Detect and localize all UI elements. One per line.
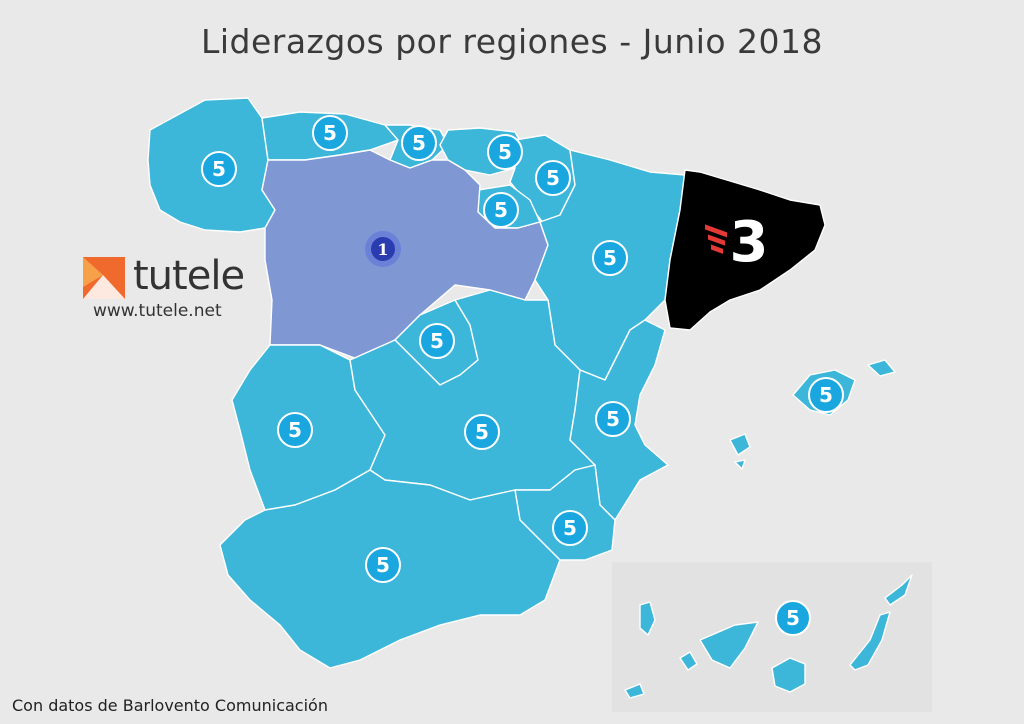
region-baleares-menorca[interactable] [867,359,896,377]
telecinco-badge-galicia [201,151,237,187]
region-canarias-fuerteventura[interactable] [849,611,891,671]
telecinco-badge-label-andalucia: 5 [376,553,390,577]
region-baleares-formentera[interactable] [734,459,746,470]
la1-badge [371,237,395,261]
telecinco-badge-label-cantabria: 5 [412,131,426,155]
telecinco-badge-label-navarra: 5 [546,166,560,190]
telecinco-badge-pais-vasco [487,134,523,170]
telecinco-badge-baleares [808,377,844,413]
telecinco-badge-asturias [312,115,348,151]
region-canarias-la-palma[interactable] [639,601,656,636]
region-canarias-tenerife[interactable] [699,621,759,669]
region-canarias-gran-canaria[interactable] [771,657,806,693]
telecinco-badge-andalucia [365,547,401,583]
telecinco-badge-label-la-rioja: 5 [494,198,508,222]
telecinco-badge-canarias [775,600,811,636]
logo-brand-text: tutele [133,253,245,299]
telecinco-badge-extremadura [277,412,313,448]
telecinco-badge-label-canarias: 5 [786,606,800,630]
telecinco-badge-cantabria [401,125,437,161]
tv3-logo-stripe [711,244,723,254]
region-canarias-gomera[interactable] [679,651,698,671]
telecinco-badge-label-comunidad-valenciana: 5 [606,407,620,431]
tutele-logo-icon [83,257,125,299]
tv3-logo-stripe [708,234,725,246]
logo-url-text: www.tutele.net [93,301,222,321]
tutele-logo: tutele www.tutele.net [83,253,258,325]
telecinco-badge-label-baleares: 5 [819,383,833,407]
telecinco-badge-label-extremadura: 5 [288,418,302,442]
telecinco-badge-label-asturias: 5 [323,121,337,145]
telecinco-badge-aragon [592,240,628,276]
telecinco-badge-label-castilla-la-mancha: 5 [475,420,489,444]
tv3-logo-stripe [705,224,727,238]
telecinco-badge-label-murcia: 5 [563,516,577,540]
telecinco-badge-madrid [419,323,455,359]
telecinco-badge-murcia [552,510,588,546]
telecinco-badge-comunidad-valenciana [595,401,631,437]
telecinco-badge-navarra [535,160,571,196]
region-baleares-ibiza[interactable] [729,433,751,456]
telecinco-badge-label-galicia: 5 [212,157,226,181]
tv3-badge-label: 3 [730,210,769,275]
canary-islands-inset [612,562,932,712]
la1-badge-label: 1 [377,240,388,259]
region-canarias-lanzarote[interactable] [884,574,913,606]
region-canarias-hierro[interactable] [624,683,645,699]
telecinco-badge-label-madrid: 5 [430,329,444,353]
telecinco-badge-la-rioja [483,192,519,228]
source-note: Con datos de Barlovento Comunicación [12,696,328,715]
telecinco-badge-label-pais-vasco: 5 [498,140,512,164]
region-cataluna[interactable] [664,169,826,331]
telecinco-badge-label-aragon: 5 [603,246,617,270]
telecinco-badge-castilla-la-mancha [464,414,500,450]
map-title: Liderazgos por regiones - Junio 2018 [200,22,824,61]
